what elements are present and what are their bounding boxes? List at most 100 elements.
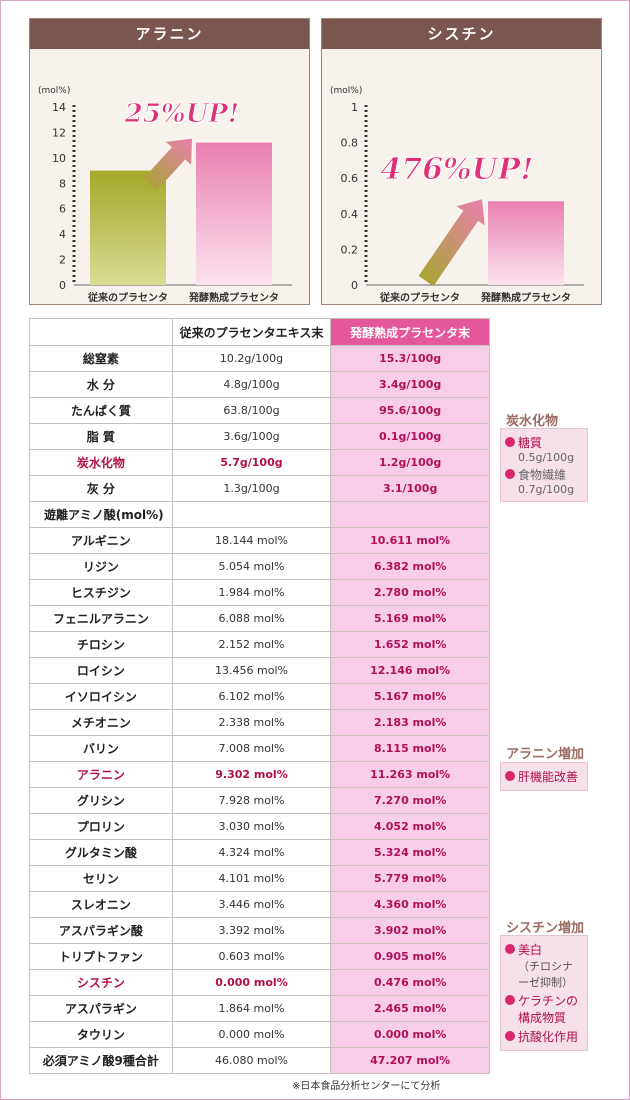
cystine-box: 美白 （チロシナーゼ抑制） ケラチンの構成物質 抗酸化作用	[500, 935, 588, 1051]
row-name: バリン	[29, 735, 173, 762]
row-conventional-value: 18.144 mol%	[171, 527, 332, 554]
table-row: 灰 分 1.3g/100g 3.1/100g	[29, 475, 490, 502]
bar-fermented	[196, 142, 272, 285]
row-fermented-value: 0.000 mol%	[330, 1021, 490, 1048]
row-fermented-value: 3.902 mol%	[330, 917, 490, 944]
row-fermented-value: 2.780 mol%	[330, 579, 490, 606]
y-tick-label: 0	[59, 279, 66, 292]
y-tick-label: 8	[59, 177, 66, 190]
carb-item-sugar-label: 糖質	[518, 436, 543, 450]
row-fermented-value: 2.183 mol%	[330, 709, 490, 736]
row-fermented-value: 1.2g/100g	[330, 449, 490, 476]
row-fermented-value: 3.1/100g	[330, 475, 490, 502]
bullet-icon	[505, 771, 515, 781]
y-tick-label: 14	[52, 101, 66, 114]
row-conventional-value: 5.054 mol%	[171, 553, 332, 580]
cystine-item-antioxidant-label: 抗酸化作用	[518, 1030, 579, 1044]
row-fermented-value: 95.6/100g	[330, 397, 490, 424]
carb-item-fiber-value: 0.7g/100g	[518, 483, 575, 496]
table-row: グリシン 7.928 mol% 7.270 mol%	[29, 787, 490, 814]
row-name: シスチン	[29, 969, 173, 996]
y-axis-unit-label: (mol%)	[38, 86, 70, 96]
row-conventional-value: 1.984 mol%	[171, 579, 332, 606]
table-row: バリン 7.008 mol% 8.115 mol%	[29, 735, 490, 762]
row-name: スレオニン	[29, 891, 173, 918]
table-row: トリプトファン 0.603 mol% 0.905 mol%	[29, 943, 490, 970]
table-row: シスチン 0.000 mol% 0.476 mol%	[29, 969, 490, 996]
row-conventional-value: 4.324 mol%	[171, 839, 332, 866]
alanine-item-liver-label: 肝機能改善	[518, 770, 579, 784]
row-conventional-value	[171, 501, 332, 528]
table-row: プロリン 3.030 mol% 4.052 mol%	[29, 813, 490, 840]
row-conventional-value: 6.102 mol%	[171, 683, 332, 710]
table-row: 総窒素 10.2g/100g 15.3/100g	[29, 345, 490, 372]
bullet-icon	[505, 437, 515, 447]
y-tick-label: 0.2	[341, 243, 359, 256]
row-fermented-value: 4.052 mol%	[330, 813, 490, 840]
table-row: リジン 5.054 mol% 6.382 mol%	[29, 553, 490, 580]
row-fermented-value: 10.611 mol%	[330, 527, 490, 554]
row-conventional-value: 1.864 mol%	[171, 995, 332, 1022]
row-fermented-value: 5.167 mol%	[330, 683, 490, 710]
cystine-item-keratin: ケラチンの構成物質	[505, 992, 583, 1026]
cystine-item-antioxidant: 抗酸化作用	[505, 1028, 583, 1045]
row-conventional-value: 3.446 mol%	[171, 891, 332, 918]
row-name: トリプトファン	[29, 943, 173, 970]
row-conventional-value: 0.603 mol%	[171, 943, 332, 970]
table-row: メチオニン 2.338 mol% 2.183 mol%	[29, 709, 490, 736]
increase-arrow	[143, 138, 192, 191]
row-fermented-value: 12.146 mol%	[330, 657, 490, 684]
cystine-chart: (mol%) 0 0.2 0.4 0.6 0.8 1 従来のプラセンタ 発酵熟成プラセンタ 476…	[330, 86, 584, 304]
cystine-item-keratin-label: ケラチンの構成物質	[518, 994, 579, 1025]
table-row: アルギニン 18.144 mol% 10.611 mol%	[29, 527, 490, 554]
row-name: アラニン	[29, 761, 173, 788]
carb-item-sugar-value: 0.5g/100g	[518, 451, 575, 464]
row-name: グルタミン酸	[29, 839, 173, 866]
bar-fermented	[488, 201, 564, 285]
table-row: タウリン 0.000 mol% 0.000 mol%	[29, 1021, 490, 1048]
row-name: フェニルアラニン	[29, 605, 173, 632]
carb-heading: 炭水化物	[506, 414, 559, 429]
table-row: チロシン 2.152 mol% 1.652 mol%	[29, 631, 490, 658]
carb-item-sugar: 糖質 0.5g/100g	[505, 434, 583, 464]
y-tick-label: 2	[59, 254, 66, 267]
row-fermented-value: 47.207 mol%	[330, 1047, 490, 1074]
cystine-item-whitening-label: 美白	[518, 943, 543, 957]
y-tick-label: 0.8	[341, 137, 359, 150]
table-row: イソロイシン 6.102 mol% 5.167 mol%	[29, 683, 490, 710]
row-conventional-value: 0.000 mol%	[171, 969, 332, 996]
row-name: 総窒素	[29, 345, 173, 372]
row-name: 水 分	[29, 371, 173, 398]
row-name: タウリン	[29, 1021, 173, 1048]
row-name: 灰 分	[29, 475, 173, 502]
increase-annotation: 25%UP!	[124, 99, 240, 129]
y-tick-label: 10	[52, 152, 66, 165]
row-conventional-value: 7.928 mol%	[171, 787, 332, 814]
row-fermented-value: 3.4g/100g	[330, 371, 490, 398]
row-conventional-value: 0.000 mol%	[171, 1021, 332, 1048]
row-name: リジン	[29, 553, 173, 580]
y-tick-label: 12	[52, 126, 66, 139]
y-tick-label: 0.6	[341, 172, 359, 185]
row-name: チロシン	[29, 631, 173, 658]
table-row: 必須アミノ酸9種合計 46.080 mol% 47.207 mol%	[29, 1047, 490, 1074]
row-conventional-value: 10.2g/100g	[171, 345, 332, 372]
increase-arrow	[418, 199, 485, 287]
bullet-icon	[505, 944, 515, 954]
row-name: ヒスチジン	[29, 579, 173, 606]
row-name: グリシン	[29, 787, 173, 814]
table-body: 総窒素 10.2g/100g 15.3/100g 水 分 4.8g/100g 3.4g/1…	[29, 345, 490, 1074]
row-name: 脂 質	[29, 423, 173, 450]
table-row: グルタミン酸 4.324 mol% 5.324 mol%	[29, 839, 490, 866]
y-axis-unit-label: (mol%)	[330, 86, 362, 96]
alanine-chart-title: アラニン	[30, 19, 309, 49]
row-fermented-value: 11.263 mol%	[330, 761, 490, 788]
table-row: 水 分 4.8g/100g 3.4g/100g	[29, 371, 490, 398]
row-conventional-value: 1.3g/100g	[171, 475, 332, 502]
row-fermented-value: 5.169 mol%	[330, 605, 490, 632]
table-row: 炭水化物 5.7g/100g 1.2g/100g	[29, 449, 490, 476]
header-blank	[29, 318, 173, 346]
row-fermented-value	[330, 501, 490, 528]
cystine-chart-panel: シスチン (mol%) 0 0.2 0.4 0.6 0.8 1 従来のプラセンタ 発酵熟成プラセ…	[321, 18, 602, 305]
row-name: アスパラギン酸	[29, 917, 173, 944]
